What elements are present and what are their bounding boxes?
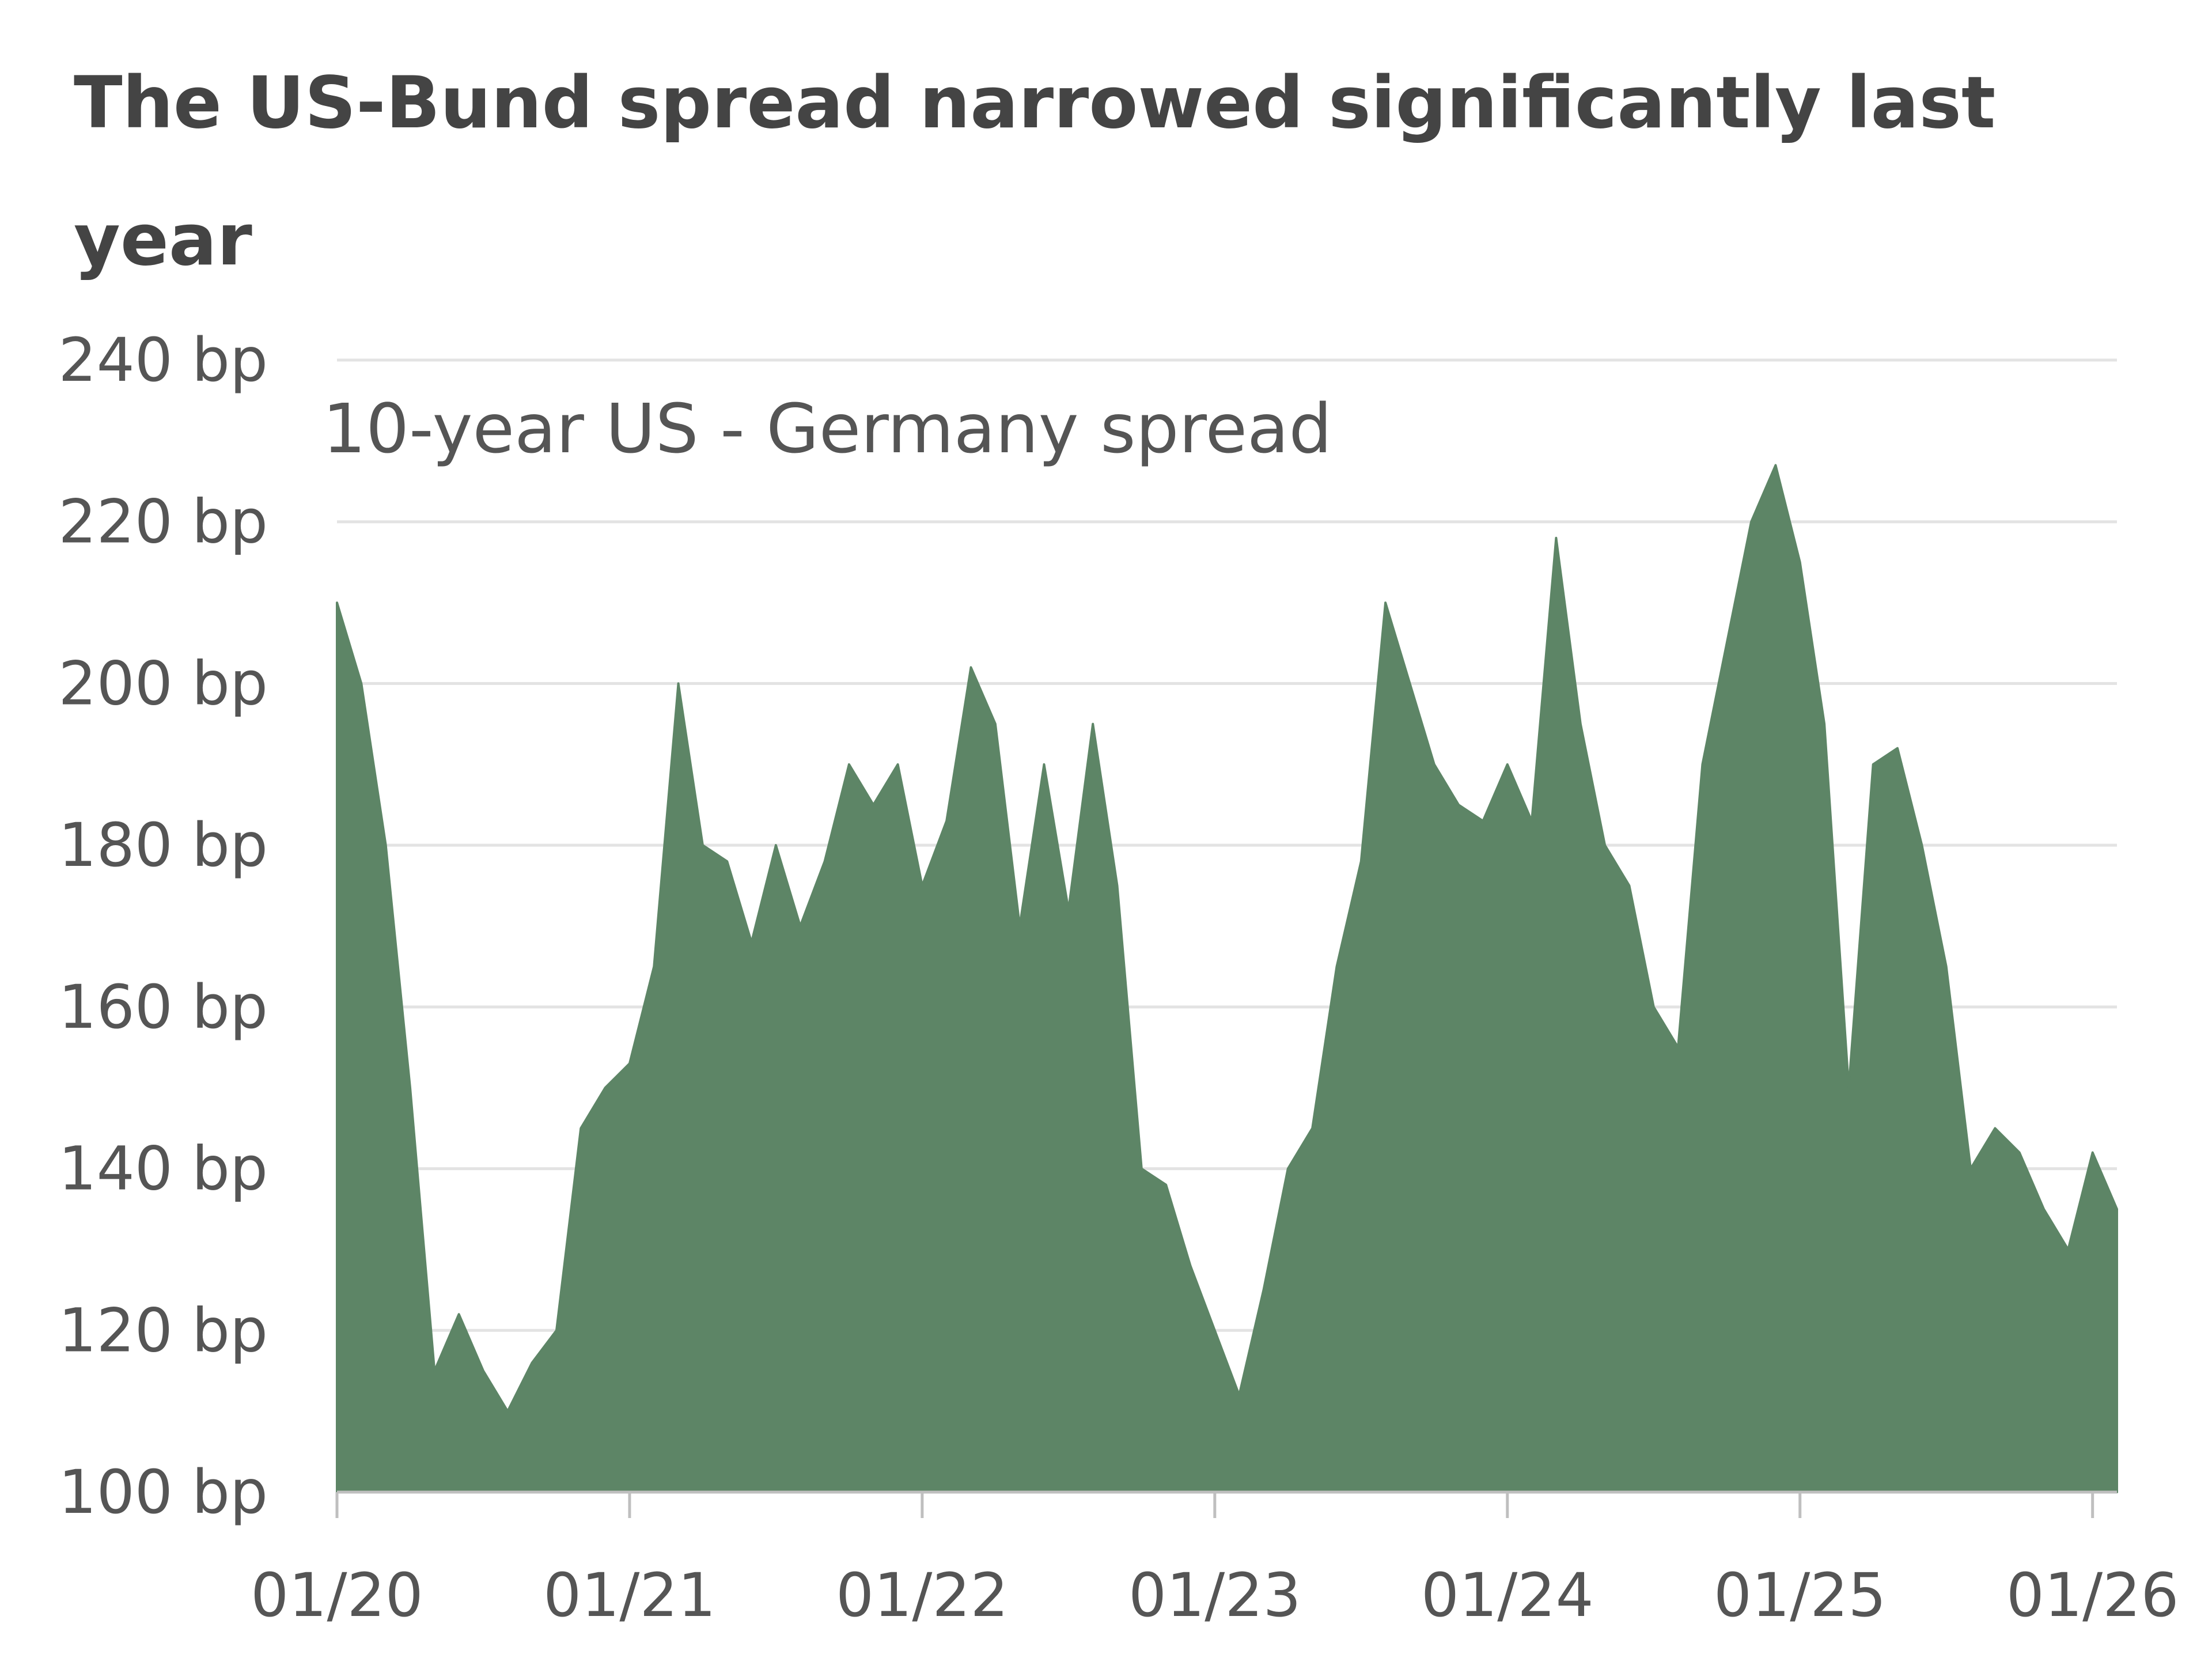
y-tick-label: 240 bp [58, 325, 268, 395]
x-tick-label: 01/21 [543, 1560, 716, 1630]
y-tick-label: 200 bp [58, 648, 268, 718]
y-tick-label: 160 bp [58, 972, 268, 1042]
y-tick-label: 220 bp [58, 487, 268, 557]
y-tick-label: 100 bp [58, 1457, 268, 1527]
y-axis: 100 bp 120 bp 140 bp 160 bp 180 bp 200 bp 220 … [58, 325, 268, 1527]
chart-title: The US-Bund spread narrowed significantl… [74, 62, 1996, 282]
x-tick-label: 01/26 [2006, 1560, 2179, 1630]
y-tick-label: 120 bp [58, 1295, 268, 1365]
series-label: 10-year US - Germany spread [323, 389, 1332, 468]
x-tick-label: 01/23 [1128, 1560, 1301, 1630]
x-tick-label: 01/22 [836, 1560, 1009, 1630]
y-tick-label: 140 bp [58, 1134, 268, 1204]
x-tick-label: 01/25 [1714, 1560, 1887, 1630]
x-tick-label: 01/24 [1421, 1560, 1594, 1630]
x-tick-label: 01/20 [251, 1560, 423, 1630]
x-axis: 01/20 01/21 01/22 01/23 01/24 01/25 01/26 [251, 1490, 2179, 1630]
area-series-us-germany-spread [336, 464, 2118, 1493]
y-tick-label: 180 bp [58, 810, 268, 880]
